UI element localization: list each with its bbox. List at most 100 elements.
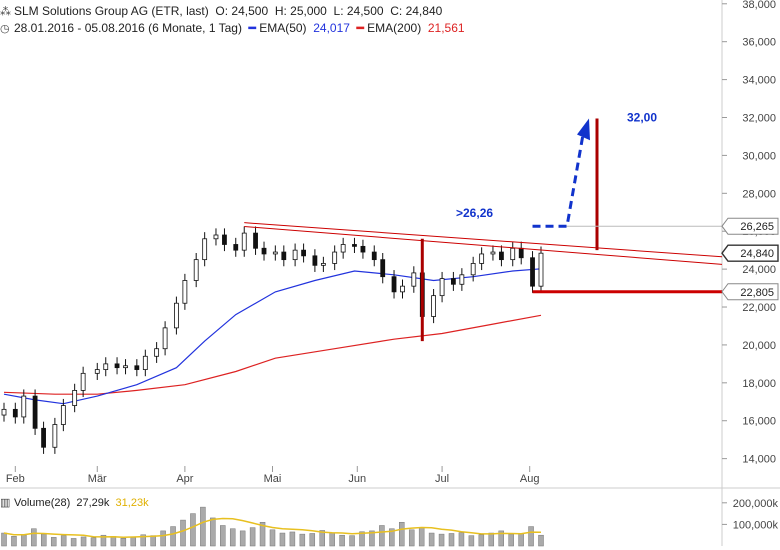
volume-bar — [309, 533, 316, 547]
volume-bar — [259, 521, 266, 547]
price-badge-label: 26,265 — [740, 221, 774, 233]
candle-body — [400, 285, 405, 293]
candle-body — [380, 259, 386, 278]
candle-body — [272, 251, 278, 255]
candle-body — [1, 408, 7, 416]
volume-value-1: 27,29k — [76, 497, 110, 509]
y-tick-label: 34,000 — [742, 75, 776, 87]
volume-bar — [508, 533, 514, 547]
volume-header: ▥ Volume(28) 27,29k 31,23k — [0, 496, 149, 509]
breakout-arrowhead — [577, 118, 590, 141]
volume-bar — [339, 534, 345, 547]
ema200-legend-value: 21,561 — [427, 21, 465, 35]
volume-panel: 200,000k 100,000k — [1, 498, 779, 547]
volume-bar — [448, 533, 455, 547]
candle-body — [281, 251, 287, 261]
candle-body — [301, 249, 306, 257]
ema200-line — [3, 314, 542, 395]
volume-bar — [90, 537, 97, 547]
y-tick-label: 38,000 — [742, 0, 776, 11]
candle-body — [193, 259, 199, 281]
volume-bar — [399, 521, 405, 547]
volume-bar — [269, 529, 276, 547]
y-tick-label: 32,000 — [742, 113, 776, 125]
candle-body — [312, 255, 318, 266]
date-range: 28.01.2016 - 05.08.2016 (6 Monate, 1 Tag… — [14, 21, 242, 35]
candle-body — [80, 372, 86, 391]
candle-body — [450, 278, 456, 285]
candle-body — [371, 251, 377, 261]
volume-bar — [130, 537, 137, 547]
y-tick-label: 36,000 — [742, 37, 776, 49]
candle-body — [142, 355, 148, 370]
volume-bar — [31, 528, 37, 547]
candle-body — [431, 295, 437, 317]
price-badge-box — [721, 283, 779, 301]
candle-body — [134, 365, 140, 370]
volume-bar — [458, 532, 465, 547]
volume-bar — [498, 530, 504, 547]
ohlc-close: C: 24,840 — [390, 4, 443, 18]
price-badge-label: 22,805 — [740, 287, 774, 299]
chart-settings-icon[interactable]: ⁂ — [0, 6, 11, 18]
candle-body — [103, 363, 109, 370]
target-label: 32,00 — [627, 110, 657, 124]
annotations: 32,00 >26,26 — [244, 110, 723, 342]
price-badges: 26,265 24,840 22,805 — [721, 217, 779, 301]
volume-bar — [1, 532, 7, 547]
candle-body — [123, 365, 128, 369]
y-tick-label: 28,000 — [742, 188, 776, 200]
volume-bar — [60, 535, 67, 547]
volume-tick-label: 100,000k — [733, 519, 779, 531]
volume-bar — [319, 530, 325, 547]
y-tick-label: 16,000 — [742, 416, 776, 428]
volume-bar — [389, 528, 395, 547]
x-tick-label: Feb — [6, 473, 25, 485]
volume-bar — [220, 525, 226, 547]
volume-bar — [359, 531, 365, 547]
candle-body — [222, 234, 227, 245]
candle-body — [459, 274, 465, 285]
chart-header-line1: ⁂ SLM Solutions Group AG (ETR, last) O: 2… — [0, 4, 442, 18]
clock-icon: ◷ — [0, 23, 10, 35]
candle-body — [490, 251, 496, 255]
candle-body — [470, 263, 476, 276]
price-badge-box — [721, 217, 779, 235]
ema200-path — [3, 314, 542, 395]
volume-bar — [80, 536, 87, 547]
volume-bar — [160, 530, 166, 547]
breakout-label: >26,26 — [456, 206, 493, 220]
y-tick-label: 20,000 — [742, 340, 776, 352]
volume-bar — [418, 527, 425, 547]
volume-bar — [210, 517, 216, 547]
candle-body — [52, 424, 58, 448]
volume-bar — [468, 535, 475, 547]
candle-body — [41, 427, 46, 448]
volume-bar — [369, 530, 375, 547]
candle-body — [174, 302, 179, 329]
candle-body — [499, 251, 504, 261]
volume-bar — [150, 535, 156, 547]
candle-body — [479, 253, 485, 264]
price-badge-box — [721, 244, 779, 262]
instrument-title: SLM Solutions Group AG (ETR, last) — [14, 4, 209, 18]
volume-bar — [518, 533, 524, 547]
volume-bar — [428, 532, 435, 547]
candle-body — [261, 247, 267, 255]
volume-bar — [110, 536, 117, 547]
volume-average-line — [3, 517, 542, 538]
volume-bar — [329, 532, 335, 547]
x-tick-label: Aug — [520, 473, 540, 485]
volume-bar — [11, 536, 17, 547]
ema200-legend-swatch: ━ — [356, 21, 364, 35]
y-tick-label: 22,000 — [742, 302, 776, 314]
ohlc-low: L: 24,500 — [333, 4, 384, 18]
candle-body — [154, 348, 160, 357]
breakout-arrow-path — [532, 128, 586, 228]
volume-value-2: 31,23k — [115, 497, 149, 509]
candle-body — [292, 249, 298, 261]
volume-bar — [299, 533, 306, 547]
y-tick-label: 30,000 — [742, 150, 776, 162]
volume-bar — [190, 513, 196, 547]
